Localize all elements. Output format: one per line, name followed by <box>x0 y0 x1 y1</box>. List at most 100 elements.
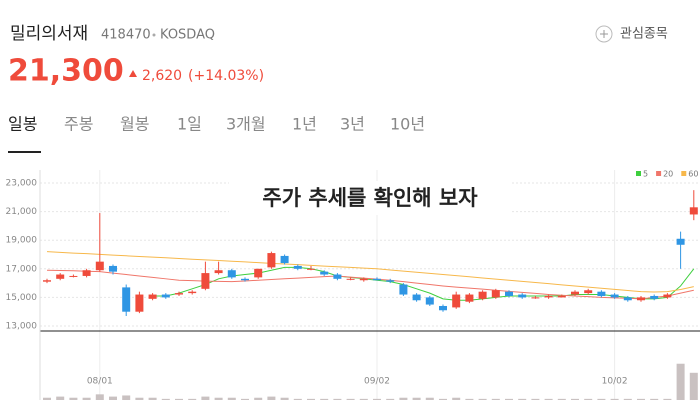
volume-bar <box>689 372 698 400</box>
volume-bar <box>95 394 104 400</box>
y-tick-label: 15,000 <box>6 293 38 303</box>
y-tick-label: 21,000 <box>6 207 38 217</box>
volume-bar <box>135 397 144 400</box>
separator <box>152 33 156 37</box>
legend-label: 5 <box>643 170 648 179</box>
tab[interactable]: 3년 <box>340 115 365 134</box>
legend-label: 20 <box>663 170 673 179</box>
volume-bar <box>82 397 91 400</box>
volume-bar <box>373 398 381 400</box>
chart: 08/01 09/02 10/02 13,000 15,000 17,000 19,000 2… <box>6 170 700 400</box>
tab[interactable]: 1년 <box>292 115 317 134</box>
volume-bar <box>254 397 263 400</box>
candle-body <box>465 294 474 302</box>
volume-bar <box>399 397 408 400</box>
y-tick-label: 13,000 <box>6 322 38 332</box>
candle-body <box>346 278 355 280</box>
candle-body <box>254 268 263 278</box>
volume-bar <box>584 398 593 400</box>
candle-body <box>333 274 342 279</box>
candle-body <box>610 294 619 298</box>
tab[interactable]: 월봉 <box>120 115 149 134</box>
candle-body <box>82 270 91 276</box>
volume-bar <box>412 397 421 400</box>
candle-body <box>518 294 527 298</box>
candle-body <box>386 280 395 282</box>
volume-bar <box>505 398 513 400</box>
candle-body <box>689 207 698 215</box>
candle-body <box>425 297 434 305</box>
legend-swatch <box>656 171 662 176</box>
volume-bar <box>333 398 342 400</box>
volume-bar <box>227 397 236 400</box>
legend-label: 60 <box>688 170 698 179</box>
volume-bar <box>69 397 78 400</box>
volume-bar <box>425 397 434 400</box>
candle-body <box>267 253 276 268</box>
price: 21,300 <box>8 54 124 89</box>
candle-body <box>491 290 500 298</box>
candle-body <box>109 265 117 272</box>
tab[interactable]: 3개월 <box>226 115 266 134</box>
plus-icon <box>595 25 613 43</box>
volume-bar <box>465 398 474 400</box>
candle-body <box>359 278 368 281</box>
volume-bar <box>571 398 579 400</box>
candle-body <box>412 294 421 301</box>
volume-bar <box>359 398 368 400</box>
change-pct: (+14.03%) <box>188 68 264 84</box>
volume-bar <box>386 398 395 400</box>
volume-bar <box>557 398 566 400</box>
volume-bar <box>214 397 223 400</box>
candle-body <box>320 271 329 275</box>
candle-body <box>161 294 170 298</box>
volume-bar <box>320 398 329 400</box>
volume-bar <box>43 397 51 400</box>
candle-body <box>135 294 144 312</box>
candle-body <box>623 297 632 301</box>
tab[interactable]: 주봉 <box>64 115 93 134</box>
ma-line <box>46 251 694 293</box>
watch-button[interactable]: 관심종목 <box>595 25 668 43</box>
candle-body <box>56 274 65 279</box>
stock-code: 418470 <box>101 28 151 43</box>
volume-bar <box>109 396 117 400</box>
candle-body <box>122 287 131 312</box>
volume-bar <box>293 398 302 400</box>
volume-bar <box>676 363 685 400</box>
volume-bar <box>201 396 210 400</box>
candle-body <box>241 278 249 281</box>
volume-bar <box>518 398 527 400</box>
tab[interactable]: 10년 <box>390 115 425 134</box>
candle-body <box>69 275 78 277</box>
volume-bar <box>531 398 540 400</box>
candle-body <box>188 291 197 294</box>
candle-body <box>95 261 104 271</box>
candle-body <box>531 297 540 299</box>
candle-body <box>175 293 183 295</box>
stock-name: 밀리의서재 <box>10 24 88 44</box>
candle-body <box>201 273 210 289</box>
ma-line <box>46 269 694 300</box>
volume-bar <box>148 397 157 400</box>
volume-bar <box>478 398 487 400</box>
candle-body <box>148 294 157 299</box>
candle-body <box>650 295 659 299</box>
volume-bar <box>650 398 659 400</box>
volume-bar <box>241 398 249 400</box>
candle-body <box>478 291 487 299</box>
candle-body <box>280 255 289 264</box>
volume-bar <box>491 398 500 400</box>
volume-bar <box>452 397 461 400</box>
x-tick-label: 10/02 <box>602 377 628 387</box>
market: KOSDAQ <box>160 28 215 43</box>
candle-body <box>307 268 315 270</box>
volume-bar <box>56 396 65 400</box>
candle-body <box>505 291 513 296</box>
volume-bar <box>307 398 315 400</box>
overlay-box <box>229 181 512 215</box>
candle-body <box>584 290 593 294</box>
tab[interactable]: 일봉 <box>8 115 37 134</box>
tab[interactable]: 1일 <box>177 115 202 134</box>
